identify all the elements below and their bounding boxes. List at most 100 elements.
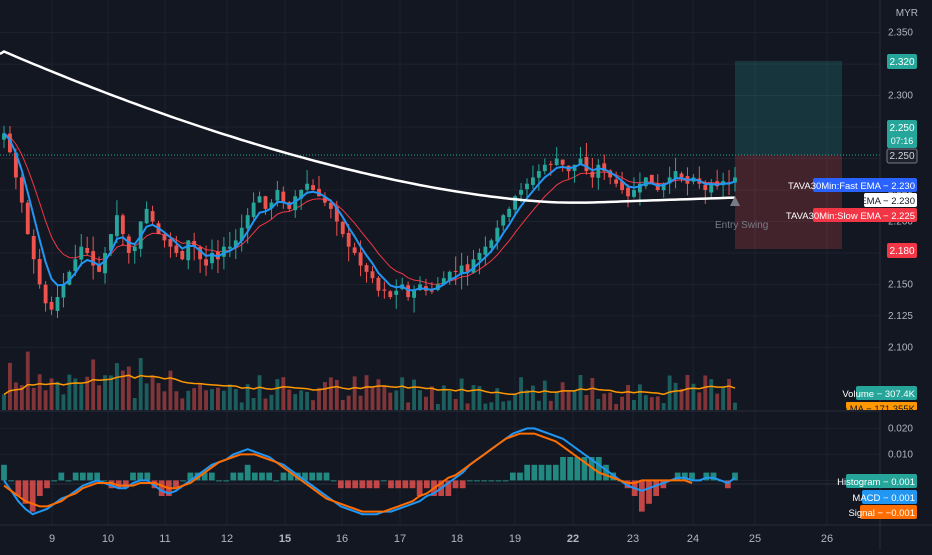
candle-body	[340, 221, 345, 235]
volume-bar	[120, 370, 125, 410]
histogram-bar	[273, 480, 280, 482]
macd-tick-label: 0.020	[888, 423, 913, 434]
histogram-bar	[524, 464, 531, 481]
volume-bar	[525, 390, 529, 410]
candle-body	[210, 252, 214, 264]
date-tick-label: 16	[336, 533, 348, 545]
svg-text:Histogram − 0.001: Histogram − 0.001	[837, 477, 915, 488]
svg-text:Signal − −0.001: Signal − −0.001	[848, 508, 915, 519]
candle-body	[429, 290, 434, 292]
volume-bar	[560, 382, 565, 410]
volume-bar	[73, 378, 78, 410]
price-tick-label: 2.150	[888, 279, 913, 290]
candle-body	[501, 215, 506, 226]
volume-bar	[19, 385, 24, 410]
date-tick-label: 10	[102, 533, 114, 545]
histogram-bar	[567, 457, 574, 481]
histogram-bar	[65, 480, 72, 482]
volume-bar	[459, 378, 464, 410]
histogram-bar	[653, 480, 660, 496]
histogram-bar	[158, 480, 165, 496]
candle-body	[471, 259, 476, 273]
histogram-bar	[402, 480, 409, 489]
histogram-bar	[115, 480, 122, 489]
histogram-bar	[689, 472, 695, 481]
volume-bar	[554, 392, 559, 410]
volume-bar	[453, 398, 458, 410]
candle-body	[8, 133, 12, 153]
candle-body	[73, 259, 78, 272]
volume-bar	[43, 390, 48, 410]
date-tick-label: 19	[509, 533, 521, 545]
volume-bar	[210, 389, 214, 410]
volume-bar	[626, 384, 630, 410]
candle-body	[275, 190, 280, 201]
histogram-bar	[388, 480, 394, 489]
histogram-bar	[560, 457, 566, 481]
volume-bar	[655, 396, 660, 410]
candle-body	[733, 177, 737, 183]
volume-bar	[376, 379, 381, 410]
histogram-bar	[466, 480, 473, 482]
candle-body	[679, 173, 684, 178]
volume-bar	[109, 375, 113, 410]
entry-annotation: Entry Swing	[715, 220, 768, 231]
volume-bar	[233, 388, 238, 410]
histogram-bar	[173, 480, 179, 489]
time-axis[interactable]: 9 10 11 12 15 16 17 18 19 22 23 24 25 26	[49, 533, 833, 545]
candle-body	[447, 271, 452, 281]
volume-bar	[519, 377, 523, 410]
volume-bar	[441, 385, 446, 410]
volume-bar	[513, 394, 518, 410]
candle-body	[227, 246, 232, 249]
date-tick-label: 12	[221, 533, 233, 545]
histogram-bar	[452, 480, 459, 489]
svg-text:EMA − 2.230: EMA − 2.230	[860, 196, 915, 207]
ema-label: EMA − 2.230	[860, 193, 917, 207]
histogram-bar	[603, 464, 609, 481]
date-tick-label: 15	[279, 533, 291, 545]
candle-body	[91, 251, 96, 266]
entry-marker-icon[interactable]	[730, 196, 740, 206]
histogram-bar	[509, 472, 516, 481]
volume-bar	[305, 391, 310, 410]
volume-bar	[447, 391, 452, 410]
candle-body	[31, 235, 36, 260]
candle-body	[150, 211, 155, 222]
histogram-bar	[674, 472, 681, 481]
candle-body	[519, 190, 523, 195]
volume-bar	[144, 383, 149, 410]
svg-text:MACD − 0.001: MACD − 0.001	[852, 493, 915, 504]
candle-body	[293, 196, 298, 211]
histogram-bar	[15, 480, 22, 496]
volume-bar	[703, 375, 708, 410]
stop-zone[interactable]	[735, 155, 842, 249]
candle-body	[251, 202, 256, 217]
volume-bar	[435, 403, 440, 410]
histogram-bar	[101, 480, 108, 482]
histogram-bar	[266, 472, 273, 481]
candle-body	[531, 177, 535, 185]
histogram-bar	[345, 480, 351, 489]
volume-bar	[275, 379, 280, 410]
volume-bar	[25, 351, 30, 410]
candle-body	[43, 284, 48, 304]
volume-bar	[578, 375, 583, 410]
histogram-bar	[423, 480, 430, 489]
histogram-bar	[517, 472, 523, 481]
svg-text:2.250: 2.250	[889, 123, 914, 134]
volume-bar	[536, 400, 541, 410]
candle-body	[643, 177, 648, 187]
histogram-bar	[545, 464, 552, 481]
histogram-bar	[502, 480, 509, 482]
volume-label: Volume − 307.4K	[842, 386, 917, 400]
candle-body	[596, 164, 601, 178]
histogram-bar	[251, 472, 258, 481]
price-tick-label: 2.350	[888, 28, 913, 39]
candle-body	[174, 245, 179, 253]
target-zone[interactable]	[735, 61, 842, 155]
volume-bar	[2, 394, 6, 410]
svg-text:TAVA30Min:Fast EMA − 2.230: TAVA30Min:Fast EMA − 2.230	[788, 181, 915, 192]
